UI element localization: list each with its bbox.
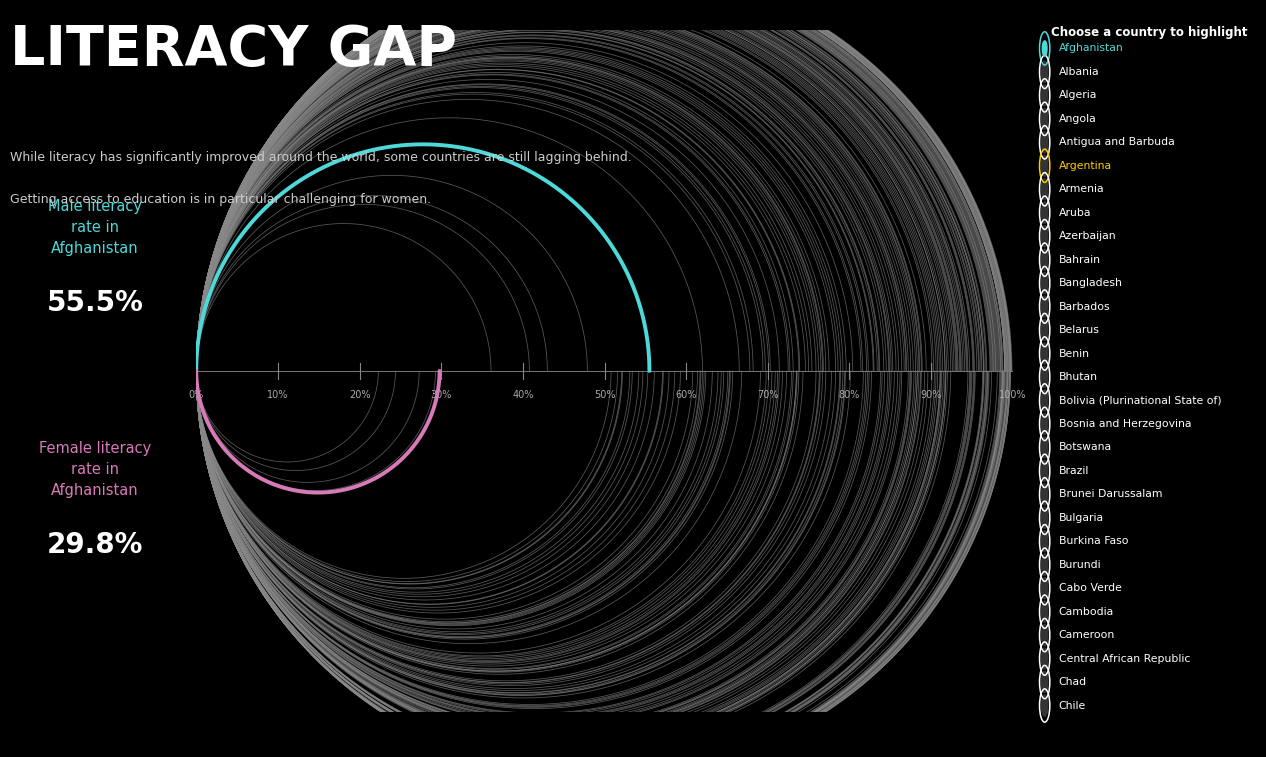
Circle shape <box>1042 671 1048 693</box>
Text: 0%: 0% <box>189 391 204 400</box>
Text: Burkina Faso: Burkina Faso <box>1058 536 1128 547</box>
Circle shape <box>1042 554 1048 575</box>
Text: Brazil: Brazil <box>1058 466 1089 476</box>
Text: Albania: Albania <box>1058 67 1099 77</box>
Circle shape <box>1042 226 1048 247</box>
Circle shape <box>1042 695 1048 716</box>
Circle shape <box>1042 648 1048 669</box>
Text: While literacy has significantly improved around the world, some countries are s: While literacy has significantly improve… <box>10 151 632 164</box>
Circle shape <box>1042 578 1048 599</box>
Text: Brunei Darussalam: Brunei Darussalam <box>1058 489 1162 500</box>
Text: Cabo Verde: Cabo Verde <box>1058 583 1122 593</box>
Text: Belarus: Belarus <box>1058 325 1100 335</box>
Circle shape <box>1042 343 1048 364</box>
Circle shape <box>1042 531 1048 552</box>
Text: 29.8%: 29.8% <box>47 531 143 559</box>
Text: Benin: Benin <box>1058 348 1090 359</box>
Text: Argentina: Argentina <box>1058 160 1112 171</box>
Text: Female literacy
rate in
Afghanistan: Female literacy rate in Afghanistan <box>39 441 151 498</box>
Text: Male literacy
rate in
Afghanistan: Male literacy rate in Afghanistan <box>48 198 142 256</box>
Circle shape <box>1042 202 1048 223</box>
Circle shape <box>1042 507 1048 528</box>
Text: Algeria: Algeria <box>1058 90 1098 101</box>
Circle shape <box>1042 249 1048 270</box>
Text: Bosnia and Herzegovina: Bosnia and Herzegovina <box>1058 419 1191 429</box>
Text: Azerbaijan: Azerbaijan <box>1058 231 1117 241</box>
Text: Afghanistan: Afghanistan <box>1058 43 1123 54</box>
Circle shape <box>1042 273 1048 294</box>
Text: Angola: Angola <box>1058 114 1096 124</box>
Circle shape <box>1042 61 1048 83</box>
Text: 55.5%: 55.5% <box>47 289 143 316</box>
Text: Choose a country to highlight: Choose a country to highlight <box>1051 26 1247 39</box>
Text: Aruba: Aruba <box>1058 207 1091 218</box>
Circle shape <box>1042 366 1048 388</box>
Circle shape <box>1042 296 1048 317</box>
Text: Chad: Chad <box>1058 677 1086 687</box>
Text: Barbados: Barbados <box>1058 301 1110 312</box>
Circle shape <box>1042 179 1048 200</box>
Text: 20%: 20% <box>349 391 370 400</box>
Text: 30%: 30% <box>430 391 452 400</box>
Text: Cameroon: Cameroon <box>1058 630 1115 640</box>
Circle shape <box>1042 319 1048 341</box>
Circle shape <box>1042 413 1048 435</box>
Text: Chile: Chile <box>1058 700 1086 711</box>
Text: Bulgaria: Bulgaria <box>1058 512 1104 523</box>
Text: Bangladesh: Bangladesh <box>1058 278 1123 288</box>
Text: Armenia: Armenia <box>1058 184 1104 195</box>
Text: Getting access to education is in particular challenging for women.: Getting access to education is in partic… <box>10 193 432 206</box>
Circle shape <box>1042 41 1047 56</box>
Text: Botswana: Botswana <box>1058 442 1112 453</box>
Circle shape <box>1042 108 1048 129</box>
Text: 60%: 60% <box>676 391 696 400</box>
Circle shape <box>1042 390 1048 411</box>
Text: Antigua and Barbuda: Antigua and Barbuda <box>1058 137 1175 148</box>
Text: Central African Republic: Central African Republic <box>1058 653 1190 664</box>
Circle shape <box>1042 484 1048 505</box>
Text: 70%: 70% <box>757 391 779 400</box>
Circle shape <box>1042 625 1048 646</box>
Text: 50%: 50% <box>594 391 615 400</box>
Text: 100%: 100% <box>999 391 1027 400</box>
Circle shape <box>1042 601 1048 622</box>
Text: 40%: 40% <box>513 391 533 400</box>
Circle shape <box>1042 155 1048 176</box>
Text: LITERACY GAP: LITERACY GAP <box>10 23 457 76</box>
Text: Bhutan: Bhutan <box>1058 372 1098 382</box>
Text: 90%: 90% <box>920 391 942 400</box>
Text: 80%: 80% <box>839 391 860 400</box>
Text: 10%: 10% <box>267 391 289 400</box>
Circle shape <box>1042 132 1048 153</box>
Text: Burundi: Burundi <box>1058 559 1101 570</box>
Circle shape <box>1042 85 1048 106</box>
Circle shape <box>1042 460 1048 481</box>
Circle shape <box>1042 437 1048 458</box>
Text: Bolivia (Plurinational State of): Bolivia (Plurinational State of) <box>1058 395 1222 406</box>
Text: Cambodia: Cambodia <box>1058 606 1114 617</box>
Text: Bahrain: Bahrain <box>1058 254 1100 265</box>
